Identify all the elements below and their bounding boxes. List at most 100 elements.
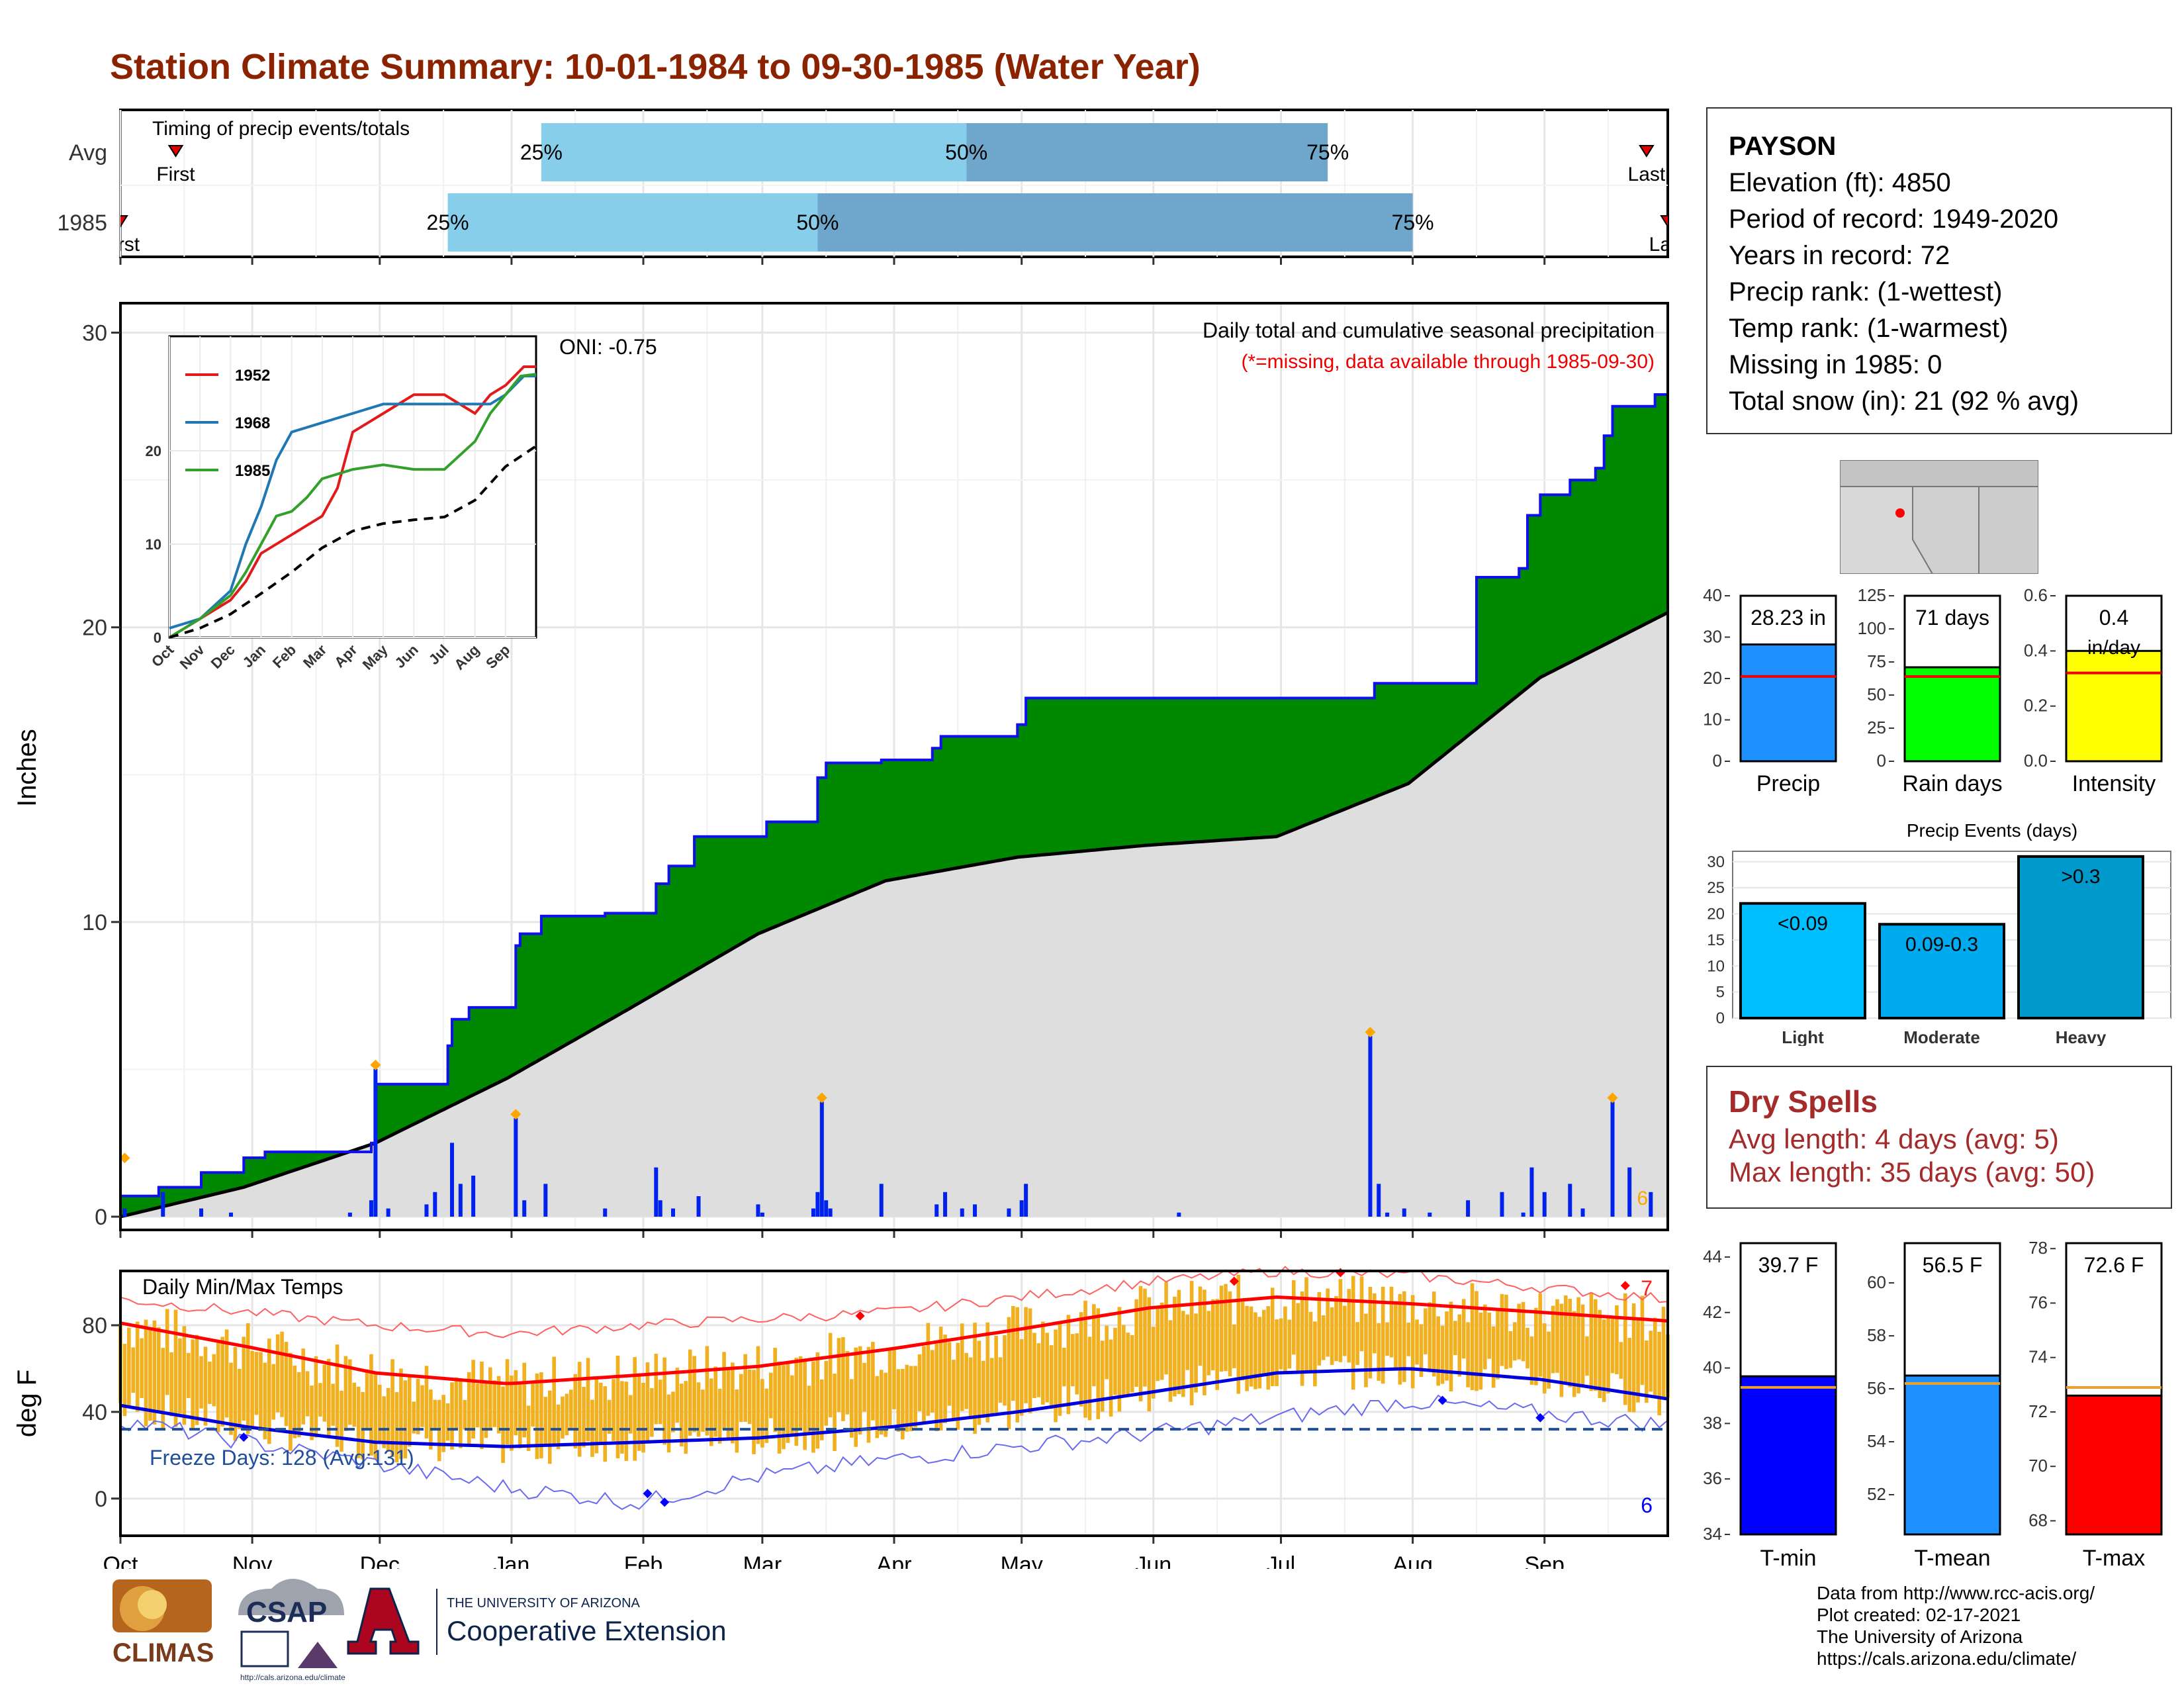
events-category-label: Light bbox=[1782, 1027, 1824, 1046]
daily-temp-bar bbox=[1321, 1315, 1326, 1360]
daily-temp-bar bbox=[731, 1362, 735, 1444]
daily-temp-bar bbox=[569, 1389, 573, 1429]
tmin-summary-ytick-label: 44 bbox=[1703, 1246, 1722, 1266]
daily-temp-bar bbox=[148, 1329, 152, 1421]
daily-temp-bar bbox=[369, 1354, 373, 1456]
daily-temp-bar bbox=[586, 1358, 590, 1442]
precip-ytick-label: 0 bbox=[95, 1205, 107, 1230]
daily-temp-bar bbox=[1627, 1338, 1631, 1412]
daily-temp-bar bbox=[1308, 1311, 1313, 1373]
daily-temp-bar bbox=[1538, 1293, 1543, 1377]
extreme-precip-marker bbox=[370, 1059, 381, 1070]
daily-temp-bar bbox=[756, 1346, 760, 1444]
daily-temp-bar bbox=[1377, 1323, 1381, 1381]
daily-temp-bar bbox=[794, 1358, 799, 1446]
precip-ylabel: Inches bbox=[13, 729, 42, 807]
daily-temp-bar bbox=[1338, 1279, 1343, 1362]
month-tick-label: Jun bbox=[1135, 1552, 1171, 1569]
intensity-summary-category-label: Intensity bbox=[2072, 771, 2156, 796]
daily-temp-bar bbox=[828, 1333, 833, 1418]
daily-temp-bar bbox=[615, 1355, 620, 1459]
daily-temp-bar bbox=[960, 1323, 964, 1411]
daily-temp-bar bbox=[1598, 1309, 1602, 1399]
extreme-precip-marker bbox=[510, 1109, 522, 1120]
daily-temp-bar bbox=[152, 1320, 157, 1425]
record-low-marker bbox=[1437, 1395, 1447, 1405]
intensity-summary-ytick-label: 0.4 bbox=[2024, 640, 2048, 660]
daily-temp-bar bbox=[280, 1331, 284, 1417]
daily-precip-bar bbox=[522, 1200, 527, 1217]
daily-temp-bar bbox=[599, 1382, 603, 1444]
daily-temp-bar bbox=[739, 1374, 743, 1423]
daily-temp-bar bbox=[1559, 1303, 1564, 1397]
daily-temp-bar bbox=[1249, 1306, 1253, 1387]
daily-temp-bar bbox=[1619, 1342, 1623, 1379]
daily-temp-bar bbox=[1410, 1295, 1415, 1389]
daily-precip-bar bbox=[1521, 1212, 1525, 1217]
rain-days-summary-ytick-label: 50 bbox=[1867, 684, 1886, 704]
daily-temp-bar bbox=[1440, 1325, 1445, 1384]
daily-temp-bar bbox=[1232, 1324, 1236, 1368]
daily-temp-bar bbox=[378, 1384, 382, 1443]
daily-precip-bar bbox=[603, 1208, 608, 1217]
daily-temp-bar bbox=[416, 1379, 420, 1434]
daily-temp-bar bbox=[709, 1378, 713, 1446]
timing-pct-label: 50% bbox=[945, 140, 987, 164]
daily-temp-bar bbox=[1160, 1302, 1164, 1380]
record-low-marker bbox=[239, 1432, 249, 1442]
daily-temp-bar bbox=[922, 1346, 926, 1423]
daily-temp-bar bbox=[386, 1387, 390, 1451]
daily-temp-bar bbox=[684, 1381, 688, 1454]
daily-temp-bar bbox=[1406, 1323, 1410, 1356]
daily-precip-bar bbox=[386, 1208, 390, 1217]
precip-ytick-label: 10 bbox=[82, 910, 107, 935]
tmax-summary-value-label: 72.6 F bbox=[2084, 1253, 2144, 1277]
precip-events-chart: Precip Events (days) 0 5 10 15 20 25 30 <0.09 Lig… bbox=[1707, 821, 2171, 1046]
daily-temp-bar bbox=[203, 1346, 208, 1426]
first-event-marker bbox=[167, 145, 184, 158]
daily-precip-bar bbox=[1649, 1192, 1653, 1217]
daily-temp-bar bbox=[1491, 1326, 1496, 1388]
daily-temp-bar bbox=[713, 1366, 718, 1437]
daily-temp-bar bbox=[1296, 1303, 1300, 1372]
daily-temp-bar bbox=[981, 1360, 985, 1418]
daily-temp-bar bbox=[1606, 1317, 1610, 1393]
daily-temp-bar bbox=[985, 1322, 990, 1423]
daily-temp-bar bbox=[1385, 1322, 1389, 1356]
csap-logo: CSAP http://cals.arizona.edu/climate bbox=[238, 1579, 345, 1682]
daily-temp-bar bbox=[1572, 1311, 1576, 1397]
daily-precip-bar bbox=[760, 1212, 764, 1217]
daily-temp-bar bbox=[1449, 1301, 1453, 1391]
daily-temp-bar bbox=[841, 1336, 845, 1421]
daily-temp-bar bbox=[561, 1396, 565, 1439]
daily-precip-bar bbox=[815, 1192, 820, 1217]
precip-summary-value-bar bbox=[1739, 643, 1837, 763]
rain-days-summary-ytick-label: 0 bbox=[1877, 751, 1886, 771]
daily-temp-bar bbox=[340, 1390, 343, 1452]
daily-temp-bar bbox=[394, 1391, 399, 1463]
daily-temp-bar bbox=[140, 1338, 144, 1398]
daily-precip-bar bbox=[1377, 1184, 1381, 1217]
inset-series-line bbox=[169, 445, 537, 639]
daily-temp-bar bbox=[131, 1347, 136, 1393]
daily-temp-bar bbox=[1168, 1320, 1173, 1402]
daily-temp-bar bbox=[1479, 1312, 1483, 1390]
daily-precip-bar bbox=[811, 1208, 815, 1217]
daily-temp-bar bbox=[1262, 1309, 1266, 1376]
tmin-summary-category-label: T-min bbox=[1760, 1546, 1817, 1571]
temp-panel: Daily Min/Max Temps Freeze Days: 128 (Av… bbox=[13, 1266, 1670, 1544]
precip-ytick-label: 20 bbox=[82, 616, 107, 641]
daily-temp-bar bbox=[582, 1387, 586, 1448]
daily-temp-bar bbox=[284, 1342, 289, 1427]
daily-temp-bar bbox=[1189, 1281, 1194, 1405]
daily-temp-bar bbox=[1534, 1307, 1538, 1385]
temp-ylabel: deg F bbox=[13, 1370, 42, 1437]
daily-temp-bar bbox=[952, 1360, 956, 1420]
daily-temp-bar bbox=[1253, 1312, 1257, 1389]
daily-temp-bar bbox=[577, 1362, 582, 1457]
tmin-summary-value-label: 39.7 F bbox=[1758, 1253, 1819, 1277]
station-snow: Total snow (in): 21 (92 % avg) bbox=[1729, 387, 2079, 416]
daily-temp-bar bbox=[531, 1383, 535, 1427]
daily-temp-bar bbox=[764, 1388, 769, 1443]
daily-temp-bar bbox=[926, 1323, 931, 1416]
